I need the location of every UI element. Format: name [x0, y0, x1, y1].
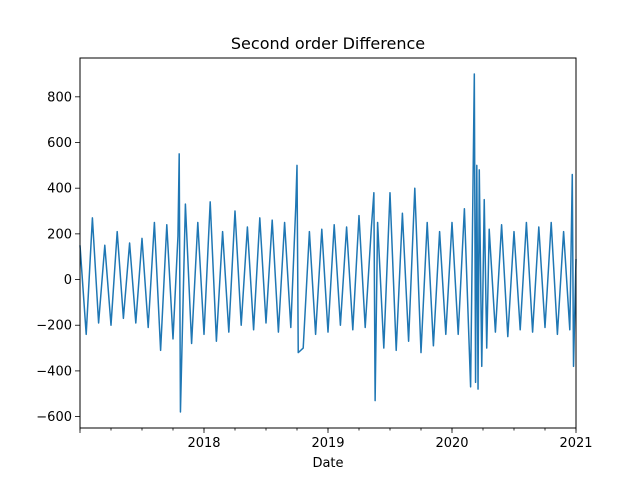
x-tick-label: 2019 — [311, 436, 344, 451]
plot-area — [79, 57, 577, 429]
y-tick-label: −600 — [36, 410, 72, 425]
y-tick-label: 600 — [47, 136, 72, 151]
x-axis: 2018 2019 2020 2021 — [79, 428, 593, 451]
y-tick-label: 0 — [64, 273, 72, 288]
series-layer — [79, 73, 577, 413]
chart-title: Second order Difference — [231, 34, 425, 53]
y-axis: −600 −400 −200 0 200 400 600 800 — [36, 90, 80, 425]
x-tick-label: 2018 — [187, 436, 220, 451]
x-tick-label: 2021 — [559, 436, 592, 451]
series-line-0 — [79, 73, 577, 413]
axes-background — [80, 58, 576, 428]
y-tick-label: 400 — [47, 182, 72, 197]
y-tick-label: −200 — [36, 319, 72, 334]
x-tick-label: 2020 — [435, 436, 468, 451]
y-tick-label: 200 — [47, 227, 72, 242]
y-tick-label: 800 — [47, 90, 72, 105]
x-axis-label: Date — [312, 456, 343, 471]
y-tick-label: −400 — [36, 364, 72, 379]
